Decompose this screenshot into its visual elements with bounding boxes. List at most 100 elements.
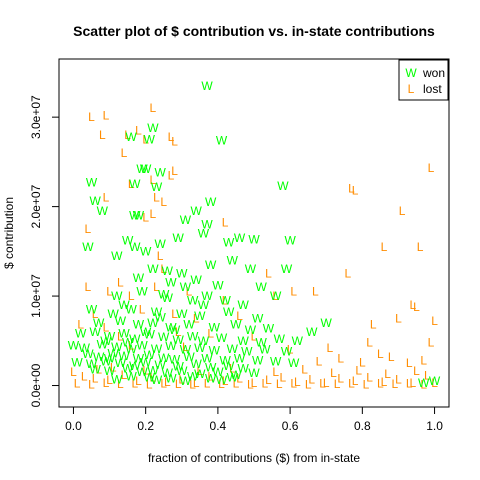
point-won: W xyxy=(180,374,192,388)
point-won: W xyxy=(100,334,112,348)
point-won: W xyxy=(86,302,98,316)
point-lost: L xyxy=(290,377,297,391)
point-lost: L xyxy=(168,168,175,182)
point-won: W xyxy=(104,352,116,366)
point-lost: L xyxy=(420,353,427,367)
legend-marker-won: W xyxy=(405,66,417,80)
x-tick-label: 0.0 xyxy=(65,419,82,433)
point-lost: L xyxy=(171,134,178,148)
point-won: W xyxy=(129,177,141,191)
point-lost: L xyxy=(428,161,435,175)
point-won: W xyxy=(205,195,217,209)
point-won: W xyxy=(169,323,181,337)
point-lost: L xyxy=(345,267,352,281)
data-points: L LLL L LL LLLLLLLLLLL L LLLL LLL LLL LLL L L LL L L LL… xyxy=(68,79,441,392)
x-axis: 0.0 0.2 0.4 0.6 0.8 1.0 xyxy=(65,407,443,433)
point-won: W xyxy=(248,233,260,247)
point-lost: L xyxy=(406,377,413,391)
point-lost: L xyxy=(222,216,229,230)
y-tick-label: 3.0e+07 xyxy=(29,95,43,139)
point-lost: L xyxy=(417,240,424,254)
point-lost: L xyxy=(265,267,272,281)
point-won: W xyxy=(89,362,101,376)
point-won: W xyxy=(111,249,123,263)
point-won: W xyxy=(82,240,94,254)
point-lost: L xyxy=(337,352,344,366)
point-won: W xyxy=(306,325,318,339)
point-won: W xyxy=(418,376,430,390)
point-won: W xyxy=(180,213,192,227)
point-lost: L xyxy=(316,354,323,368)
point-lost: L xyxy=(363,378,370,392)
x-tick-label: 0.8 xyxy=(354,419,371,433)
point-lost: L xyxy=(377,347,384,361)
point-won: W xyxy=(205,258,217,272)
point-lost: L xyxy=(81,370,88,384)
y-tick-label: 1.0e+07 xyxy=(29,274,43,318)
point-won: W xyxy=(227,253,239,267)
point-won: W xyxy=(86,175,98,189)
point-won: W xyxy=(136,162,148,176)
point-lost: L xyxy=(290,285,297,299)
legend: Wwon L lost xyxy=(399,60,448,100)
point-lost: L xyxy=(74,377,81,391)
point-won: W xyxy=(136,285,148,299)
point-won: W xyxy=(151,180,163,194)
point-won: W xyxy=(292,334,304,348)
point-won: W xyxy=(133,209,145,223)
point-lost: L xyxy=(428,336,435,350)
point-lost: L xyxy=(305,378,312,392)
point-lost: L xyxy=(150,207,157,221)
point-won: W xyxy=(230,318,242,332)
point-won: W xyxy=(201,79,213,93)
point-lost: L xyxy=(395,311,402,325)
point-won: W xyxy=(191,204,203,218)
point-lost: L xyxy=(117,276,124,290)
point-lost: L xyxy=(370,318,377,332)
point-won: W xyxy=(162,291,174,305)
point-won: W xyxy=(173,231,185,245)
point-lost: L xyxy=(330,366,337,380)
y-tick-label: 0.0e+00 xyxy=(29,363,43,407)
point-won: W xyxy=(234,231,246,245)
legend-label-won: won xyxy=(422,66,445,80)
point-won: W xyxy=(144,133,156,147)
point-won: W xyxy=(151,373,163,387)
point-lost: L xyxy=(139,302,146,316)
point-won: W xyxy=(281,262,293,276)
x-tick-label: 0.6 xyxy=(282,419,299,433)
point-lost: L xyxy=(431,314,438,328)
point-won: W xyxy=(71,355,83,369)
point-won: W xyxy=(270,354,282,368)
point-lost: L xyxy=(85,280,92,294)
legend-marker-lost: L xyxy=(408,82,415,96)
point-lost: L xyxy=(399,204,406,218)
point-lost: L xyxy=(103,108,110,122)
point-lost: L xyxy=(406,356,413,370)
point-won: W xyxy=(176,267,188,281)
y-axis: 0.0e+00 1.0e+07 2.0e+07 3.0e+07 xyxy=(29,95,59,407)
x-axis-label: fraction of contributions ($) from in-st… xyxy=(148,451,360,465)
point-won: W xyxy=(277,179,289,193)
point-lost: L xyxy=(85,222,92,236)
point-lost: L xyxy=(103,191,110,205)
point-won: W xyxy=(288,356,300,370)
point-won: W xyxy=(154,237,166,251)
chart-title: Scatter plot of $ contribution vs. in-st… xyxy=(73,23,435,39)
point-won: W xyxy=(256,280,268,294)
point-won: W xyxy=(198,298,210,312)
point-won: W xyxy=(111,372,123,386)
point-won: W xyxy=(154,166,166,180)
point-lost: L xyxy=(88,110,95,124)
point-won: W xyxy=(245,262,257,276)
legend-label-lost: lost xyxy=(423,82,442,96)
point-won: W xyxy=(126,370,138,384)
point-won: W xyxy=(118,298,130,312)
point-won: W xyxy=(154,311,166,325)
point-lost: L xyxy=(377,376,384,390)
point-won: W xyxy=(216,133,228,147)
point-won: W xyxy=(227,370,239,384)
point-lost: L xyxy=(261,376,268,390)
point-won: W xyxy=(140,244,152,258)
point-lost: L xyxy=(276,377,283,391)
